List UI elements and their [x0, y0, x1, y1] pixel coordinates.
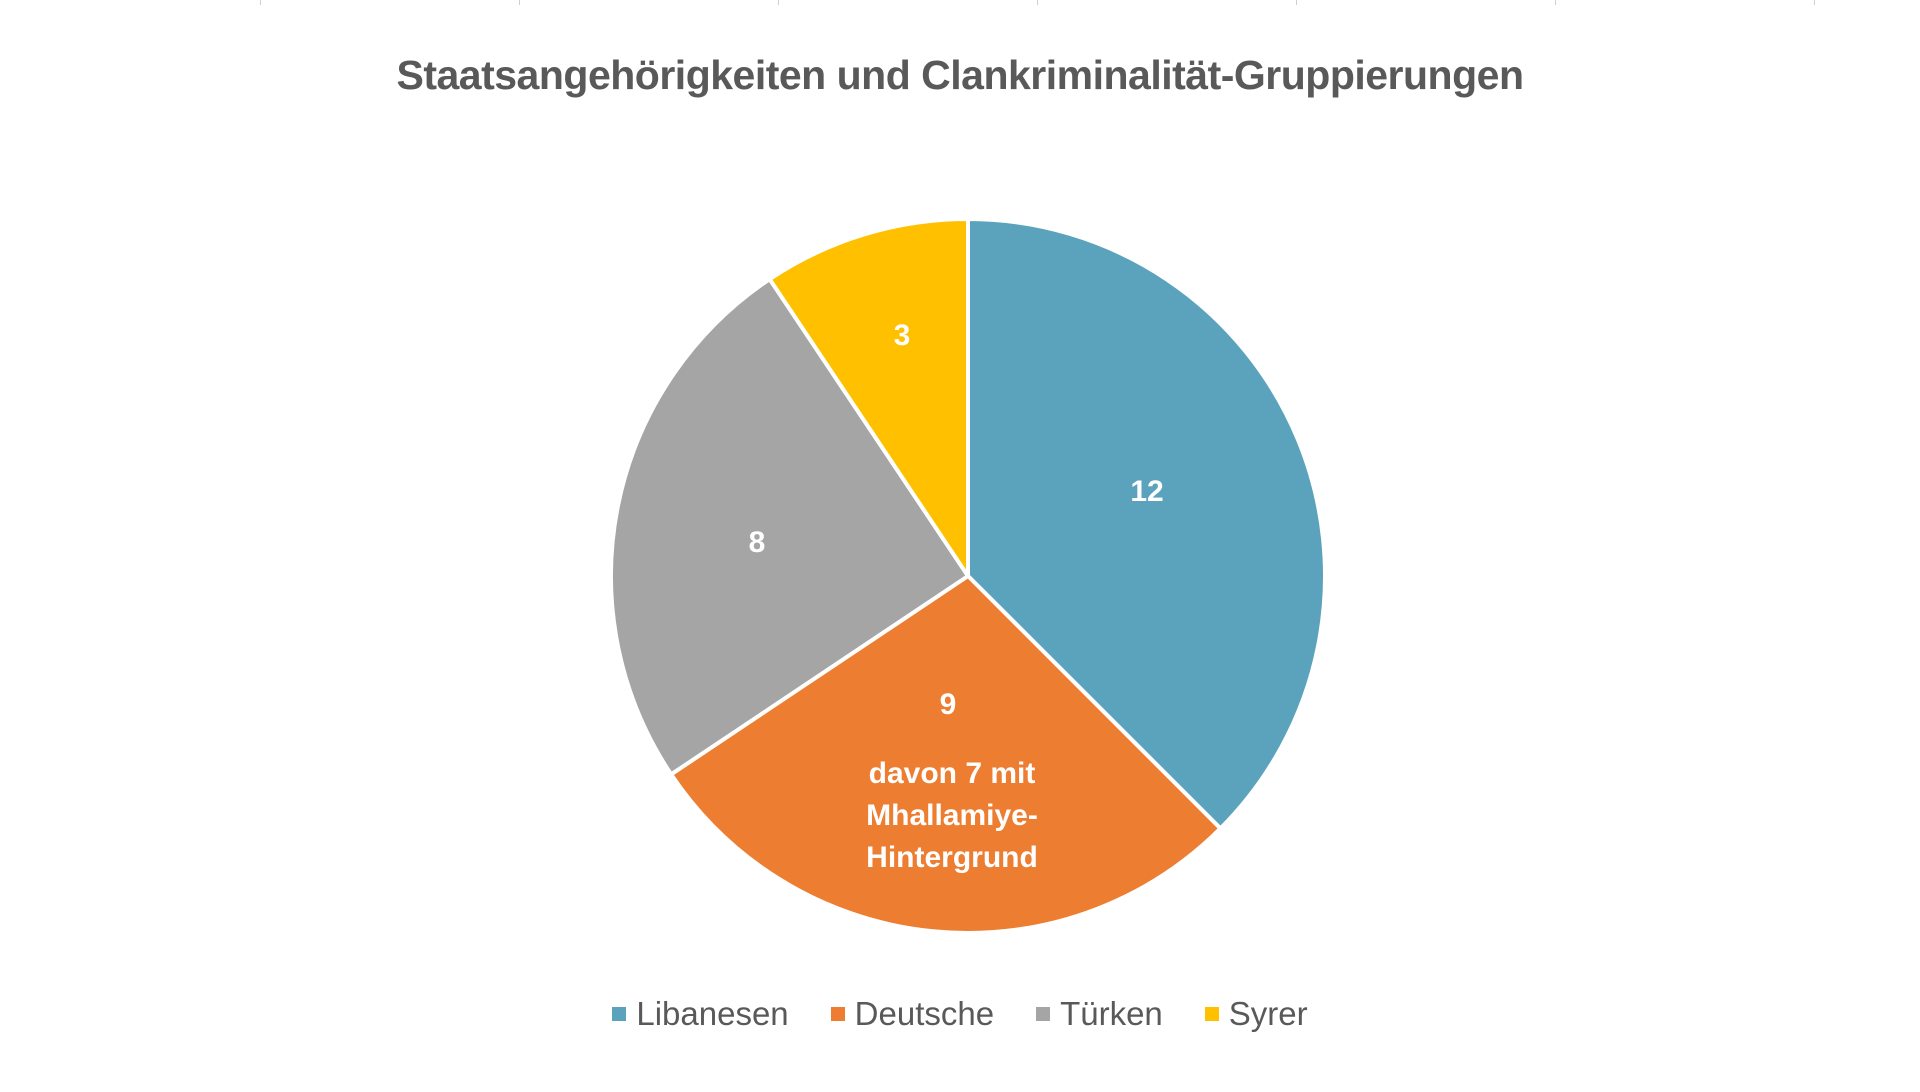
deutsche-annotation: davon 7 mit Mhallamiye- Hintergrund — [866, 753, 1038, 879]
data-label-tuerken: 8 — [748, 526, 766, 559]
data-label-deutsche: 9 — [939, 688, 957, 721]
data-label-libanesen: 12 — [1130, 475, 1164, 508]
tick-mark — [778, 0, 779, 5]
legend-label: Deutsche — [854, 995, 995, 1032]
legend-item-tuerken: Türken — [1036, 995, 1163, 1033]
data-label-syrer: 3 — [893, 319, 911, 352]
tick-mark — [260, 0, 261, 5]
top-tick-marks — [0, 0, 1920, 6]
legend-swatch-icon — [830, 1007, 845, 1021]
legend-swatch-icon — [612, 1007, 627, 1021]
tick-mark — [1037, 0, 1038, 5]
annotation-line: davon 7 mit — [868, 757, 1036, 790]
chart-title: Staatsangehörigkeiten und Clankriminalit… — [396, 52, 1525, 98]
pie-slice-syrer — [767, 217, 970, 578]
tick-mark — [1555, 0, 1556, 5]
legend-label: Syrer — [1228, 995, 1308, 1032]
annotation-line: Hintergrund — [866, 841, 1038, 874]
pie-slice-libanesen — [966, 217, 1328, 831]
tick-mark — [519, 0, 520, 5]
annotation-line: Mhallamiye- — [866, 799, 1038, 832]
tick-mark — [1814, 0, 1815, 5]
pie-slice-tuerken — [609, 277, 970, 777]
legend-item-deutsche: Deutsche — [830, 995, 995, 1033]
pie-slices — [609, 217, 1328, 935]
pie-slice-deutsche — [669, 574, 1223, 935]
legend-swatch-icon — [1036, 1007, 1051, 1021]
chart-legend: Libanesen Deutsche Türken Syrer — [0, 995, 1920, 1033]
legend-item-libanesen: Libanesen — [612, 995, 789, 1033]
tick-mark — [1296, 0, 1297, 5]
legend-swatch-icon — [1204, 1007, 1219, 1021]
legend-item-syrer: Syrer — [1204, 995, 1308, 1033]
legend-label: Libanesen — [636, 995, 789, 1032]
legend-label: Türken — [1060, 995, 1163, 1032]
